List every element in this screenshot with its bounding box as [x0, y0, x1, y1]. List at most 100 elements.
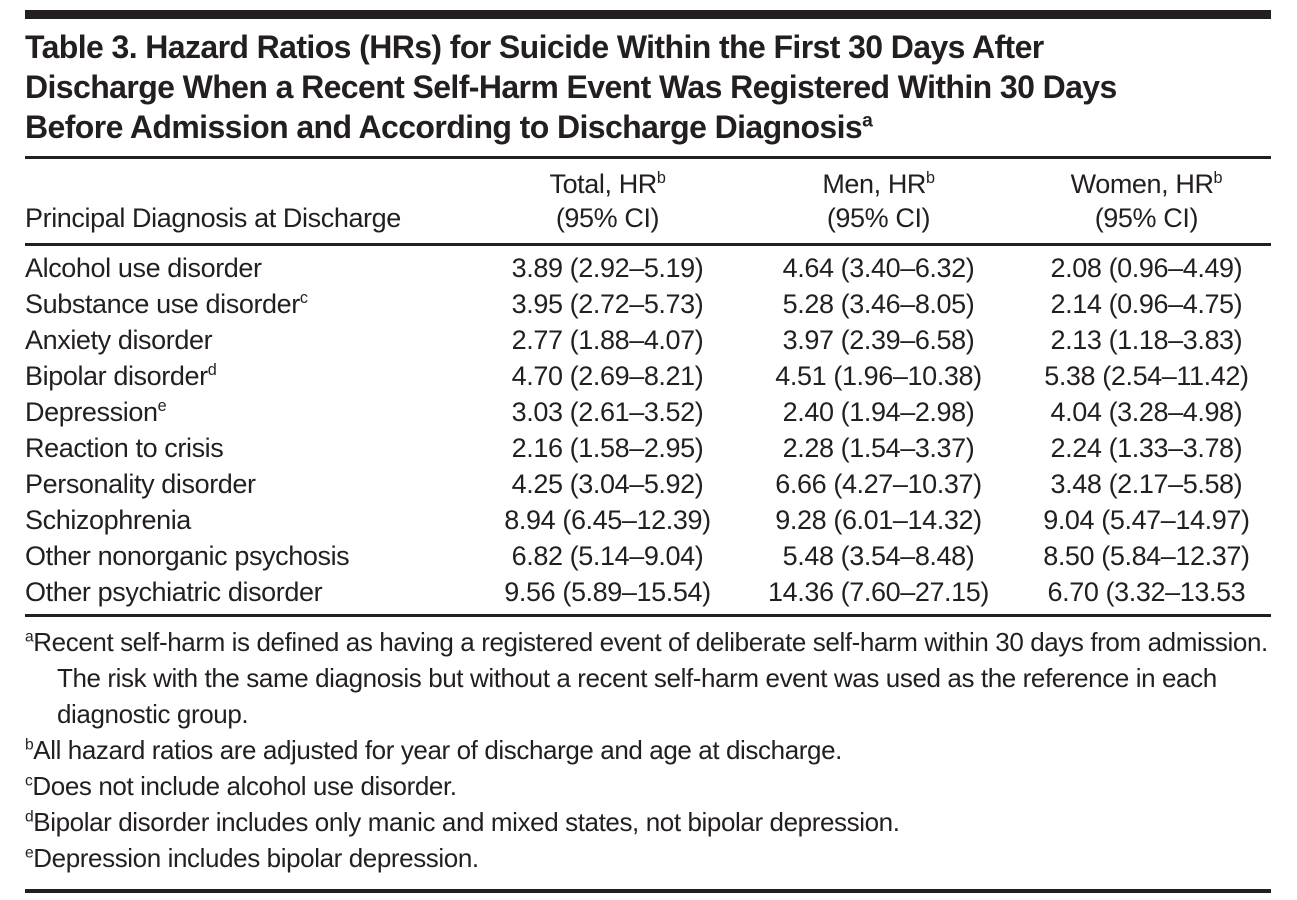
men-hr-cell: 3.97 (2.39–6.58)	[782, 325, 975, 355]
column-header-men-hr-ci: (95% CI)	[826, 203, 931, 233]
table-row: Personality disorder 4.25 (3.04–5.92) 6.…	[25, 466, 1271, 502]
footnote-text: Does not include alcohol use disorder.	[32, 771, 457, 801]
table-row: Depressione 3.03 (2.61–3.52) 2.40 (1.94–…	[25, 394, 1271, 430]
footnotes: aRecent self-harm is defined as having a…	[25, 617, 1271, 882]
men-hr-cell: 5.48 (3.54–8.48)	[782, 541, 975, 571]
table-row: Alcohol use disorder 3.89 (2.92–5.19) 4.…	[25, 245, 1271, 287]
column-header-men-hr-label: Men, HR	[822, 169, 927, 199]
footnote-text: Recent self-harm is defined as having a …	[33, 627, 1268, 729]
men-hr-cell: 5.28 (3.46–8.05)	[782, 289, 975, 319]
women-hr-cell: 2.24 (1.33–3.78)	[1050, 433, 1243, 463]
total-hr-cell: 6.82 (5.14–9.04)	[511, 541, 704, 571]
footnote-marker: d	[25, 808, 34, 826]
women-hr-cell: 6.70 (3.32–13.53	[1047, 577, 1246, 607]
women-hr-cell: 4.04 (3.28–4.98)	[1050, 397, 1243, 427]
column-header-women-hr-label: Women, HR	[1070, 169, 1214, 199]
table-row: Bipolar disorderd 4.70 (2.69–8.21) 4.51 …	[25, 358, 1271, 394]
diagnosis-label: Substance use disorder	[25, 289, 300, 319]
footnote-c: cDoes not include alcohol use disorder.	[25, 768, 1271, 804]
footnote-marker: c	[25, 772, 33, 790]
column-header-women-hr-superscript: b	[1213, 169, 1223, 187]
footnote-d: dBipolar disorder includes only manic an…	[25, 804, 1271, 840]
footnote-b: bAll hazard ratios are adjusted for year…	[25, 732, 1271, 768]
column-header-women-hr: Women, HRb (95% CI)	[1021, 157, 1271, 246]
column-header-men-hr-superscript: b	[926, 169, 935, 187]
men-hr-cell: 4.64 (3.40–6.32)	[782, 253, 975, 283]
diagnosis-cell: Other psychiatric disorder	[25, 574, 480, 616]
table-row: Schizophrenia 8.94 (6.45–12.39) 9.28 (6.…	[25, 502, 1271, 538]
table-row: Other nonorganic psychosis 6.82 (5.14–9.…	[25, 538, 1271, 574]
column-header-total-hr-ci: (95% CI)	[555, 203, 660, 233]
diagnosis-label: Depression	[25, 397, 158, 427]
diagnosis-label: Anxiety disorder	[25, 325, 213, 355]
footnote-text: Depression includes bipolar depression.	[33, 843, 479, 873]
diagnosis-label: Other nonorganic psychosis	[25, 541, 350, 571]
table-header: Principal Diagnosis at Discharge Total, …	[25, 157, 1271, 246]
footnote-marker: e	[25, 844, 34, 862]
column-header-women-hr-ci: (95% CI)	[1094, 203, 1199, 233]
diagnosis-cell: Schizophrenia	[25, 502, 480, 538]
diagnosis-cell: Other nonorganic psychosis	[25, 538, 480, 574]
women-hr-cell: 8.50 (5.84–12.37)	[1043, 541, 1250, 571]
women-hr-cell: 3.48 (2.17–5.58)	[1050, 469, 1243, 499]
diagnosis-label: Schizophrenia	[25, 505, 191, 535]
column-header-total-hr-label: Total, HR	[549, 169, 657, 199]
table-row: Other psychiatric disorder 9.56 (5.89–15…	[25, 574, 1271, 616]
table-title-line-1: Table 3. Hazard Ratios (HRs) for Suicide…	[25, 29, 1044, 65]
column-header-men-hr: Men, HRb (95% CI)	[735, 157, 1022, 246]
men-hr-cell: 6.66 (4.27–10.37)	[775, 469, 982, 499]
table-title-superscript: a	[862, 110, 873, 132]
diagnosis-cell: Anxiety disorder	[25, 322, 480, 358]
footnote-text: Bipolar disorder includes only manic and…	[33, 807, 900, 837]
total-hr-cell: 2.77 (1.88–4.07)	[511, 325, 704, 355]
women-hr-cell: 5.38 (2.54–11.42)	[1044, 361, 1249, 391]
men-hr-cell: 14.36 (7.60–27.15)	[768, 577, 989, 607]
diagnosis-label: Bipolar disorder	[25, 361, 208, 391]
footnote-marker: a	[25, 628, 34, 646]
women-hr-cell: 2.08 (0.96–4.49)	[1050, 253, 1243, 283]
diagnosis-superscript: d	[207, 361, 217, 379]
footnote-e: eDepression includes bipolar depression.	[25, 840, 1271, 876]
top-rule	[25, 10, 1271, 19]
table-row: Anxiety disorder 2.77 (1.88–4.07) 3.97 (…	[25, 322, 1271, 358]
men-hr-cell: 2.28 (1.54–3.37)	[782, 433, 975, 463]
footnote-a: aRecent self-harm is defined as having a…	[25, 624, 1271, 732]
diagnosis-cell: Reaction to crisis	[25, 430, 480, 466]
total-hr-cell: 8.94 (6.45–12.39)	[504, 505, 711, 535]
table-title-line-3-text: Before Admission and According to Discha…	[25, 109, 863, 145]
bottom-rule	[25, 889, 1271, 893]
men-hr-cell: 9.28 (6.01–14.32)	[775, 505, 982, 535]
footnote-text: All hazard ratios are adjusted for year …	[33, 735, 842, 765]
women-hr-cell: 2.14 (0.96–4.75)	[1050, 289, 1243, 319]
diagnosis-superscript: e	[157, 397, 167, 415]
table-row: Reaction to crisis 2.16 (1.58–2.95) 2.28…	[25, 430, 1271, 466]
diagnosis-cell: Substance use disorderc	[25, 286, 480, 322]
diagnosis-cell: Personality disorder	[25, 466, 480, 502]
men-hr-cell: 2.40 (1.94–2.98)	[782, 397, 975, 427]
diagnosis-label: Personality disorder	[25, 469, 256, 499]
total-hr-cell: 9.56 (5.89–15.54)	[504, 577, 711, 607]
diagnosis-cell: Bipolar disorderd	[25, 358, 480, 394]
table-row: Substance use disorderc 3.95 (2.72–5.73)…	[25, 286, 1271, 322]
footnote-marker: b	[25, 736, 34, 754]
header-row: Principal Diagnosis at Discharge Total, …	[25, 157, 1271, 246]
table-body: Alcohol use disorder 3.89 (2.92–5.19) 4.…	[25, 245, 1271, 616]
table-title-line-2: Discharge When a Recent Self-Harm Event …	[25, 69, 1117, 105]
table-title-line-3: Before Admission and According to Discha…	[25, 107, 1271, 147]
women-hr-cell: 9.04 (5.47–14.97)	[1043, 505, 1250, 535]
diagnosis-label: Other psychiatric disorder	[25, 577, 323, 607]
column-header-total-hr-superscript: b	[656, 169, 666, 187]
diagnosis-cell: Depressione	[25, 394, 480, 430]
men-hr-cell: 4.51 (1.96–10.38)	[775, 361, 982, 391]
diagnosis-label: Reaction to crisis	[25, 433, 224, 463]
women-hr-cell: 2.13 (1.18–3.83)	[1050, 325, 1243, 355]
column-header-total-hr: Total, HRb (95% CI)	[479, 157, 736, 246]
diagnosis-label: Alcohol use disorder	[25, 253, 262, 283]
total-hr-cell: 3.89 (2.92–5.19)	[511, 253, 704, 283]
total-hr-cell: 2.16 (1.58–2.95)	[511, 433, 704, 463]
total-hr-cell: 4.25 (3.04–5.92)	[511, 469, 704, 499]
column-header-diagnosis: Principal Diagnosis at Discharge	[25, 157, 480, 246]
hazard-ratios-table: Principal Diagnosis at Discharge Total, …	[25, 156, 1271, 617]
total-hr-cell: 3.95 (2.72–5.73)	[511, 289, 704, 319]
